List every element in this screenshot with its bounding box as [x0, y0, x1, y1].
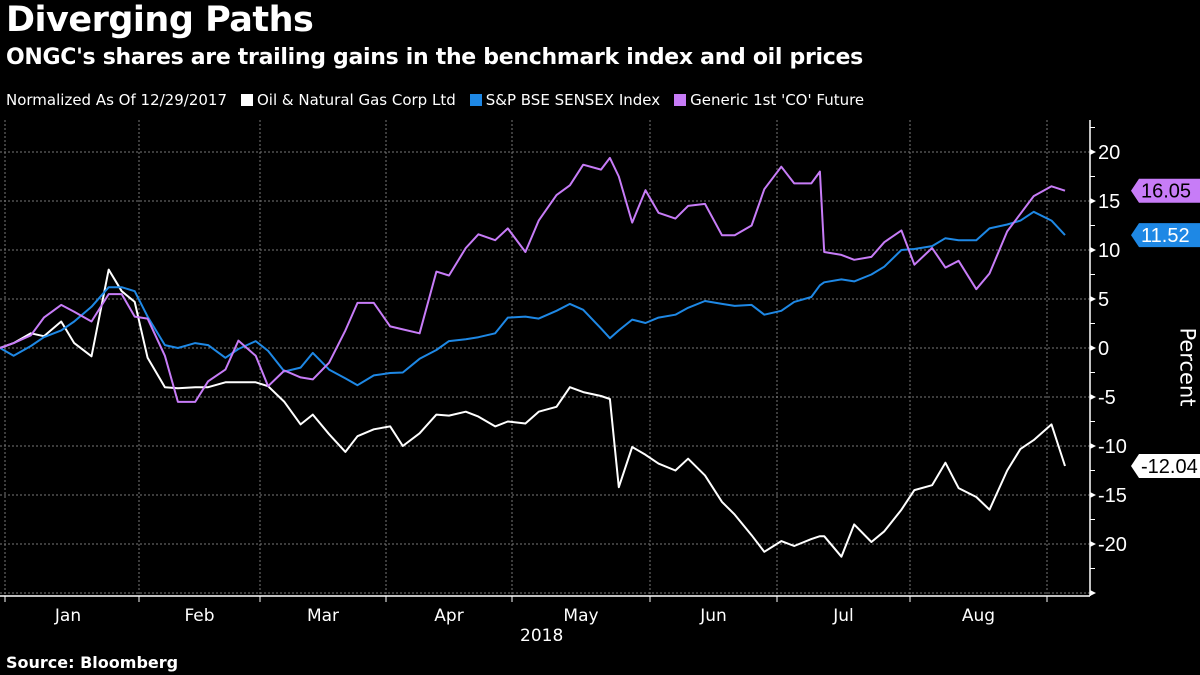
y-tick	[1090, 345, 1096, 351]
legend-label-brent: Generic 1st 'CO' Future	[690, 91, 865, 109]
x-axis-year-label: 2018	[520, 626, 564, 646]
y-tick-label: 15	[1098, 191, 1120, 213]
last-value-label-0: -12.04	[1141, 456, 1198, 478]
legend-label-ongc: Oil & Natural Gas Corp Ltd	[257, 91, 456, 109]
series-line-1	[0, 210, 1066, 387]
legend-note: Normalized As Of 12/29/2017	[6, 91, 227, 109]
chart-subtitle: ONGC's shares are trailing gains in the …	[6, 45, 863, 70]
legend: Normalized As Of 12/29/2017 Oil & Natura…	[6, 91, 864, 109]
y-tick-label: 5	[1098, 289, 1109, 311]
y-axis-label: Percent	[1175, 327, 1200, 407]
last-value-tag-2	[1131, 178, 1200, 203]
y-tick-label: 10	[1098, 240, 1120, 262]
legend-item-brent: Generic 1st 'CO' Future	[674, 91, 864, 109]
y-tick-label: -10	[1098, 436, 1127, 458]
y-tick	[1090, 492, 1096, 498]
last-value-label-2: 16.05	[1141, 181, 1191, 203]
chart-title: Diverging Paths	[6, 0, 314, 40]
legend-swatch-brent	[674, 94, 687, 106]
legend-label-sensex: S&P BSE SENSEX Index	[485, 91, 661, 109]
y-tick	[1090, 247, 1096, 253]
x-tick-label: Apr	[434, 606, 463, 626]
y-tick	[1090, 296, 1096, 302]
legend-swatch-sensex	[469, 94, 482, 106]
x-tick-label: Mar	[307, 606, 339, 626]
last-value-tag-1	[1131, 223, 1200, 248]
x-tick-label: Feb	[184, 606, 214, 626]
y-tick	[1090, 198, 1096, 204]
last-value-label-1: 11.52	[1141, 225, 1190, 247]
series-line-2	[0, 156, 1066, 403]
y-tick-label: -20	[1098, 534, 1127, 556]
y-tick-label: -5	[1098, 387, 1116, 409]
y-tick	[1090, 541, 1096, 547]
series-line-0	[0, 268, 1066, 558]
x-tick-label: Jul	[832, 606, 854, 626]
y-tick	[1090, 443, 1096, 449]
y-tick-label: -15	[1098, 485, 1127, 507]
y-tick	[1090, 590, 1096, 596]
x-tick-label: Jun	[699, 606, 727, 626]
y-tick-label: 20	[1098, 142, 1120, 164]
legend-item-ongc: Oil & Natural Gas Corp Ltd	[241, 91, 456, 109]
legend-swatch-ongc	[241, 94, 253, 106]
x-tick-label: Aug	[962, 606, 995, 626]
last-value-tag-0	[1131, 453, 1200, 478]
source-note: Source: Bloomberg	[6, 653, 179, 672]
legend-item-sensex: S&P BSE SENSEX Index	[469, 91, 661, 109]
y-tick	[1090, 394, 1096, 400]
x-tick-label: Jan	[54, 606, 81, 626]
y-tick	[1090, 149, 1096, 155]
x-tick-label: May	[563, 606, 598, 626]
y-tick-label: 0	[1098, 338, 1109, 360]
